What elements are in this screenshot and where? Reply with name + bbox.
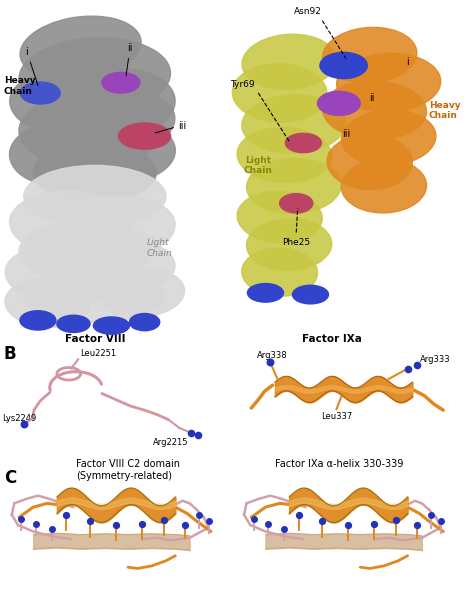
Ellipse shape — [91, 93, 175, 148]
Text: Light
Chain: Light Chain — [147, 238, 173, 258]
Point — [194, 430, 202, 440]
Ellipse shape — [71, 121, 175, 182]
Ellipse shape — [19, 93, 161, 169]
Point — [281, 524, 288, 533]
Ellipse shape — [237, 191, 322, 243]
Point — [319, 516, 326, 526]
Point — [63, 510, 70, 520]
Point — [413, 520, 421, 530]
Ellipse shape — [292, 285, 328, 304]
Ellipse shape — [232, 64, 327, 122]
Point — [428, 510, 435, 520]
Ellipse shape — [318, 91, 360, 115]
Ellipse shape — [246, 219, 332, 270]
Ellipse shape — [129, 314, 160, 331]
Ellipse shape — [327, 134, 412, 189]
Point — [20, 419, 27, 428]
Point — [181, 520, 189, 530]
Ellipse shape — [93, 317, 129, 334]
Text: Tyr69: Tyr69 — [230, 80, 255, 89]
Ellipse shape — [118, 123, 171, 149]
Ellipse shape — [9, 124, 104, 186]
Ellipse shape — [247, 283, 283, 302]
Ellipse shape — [24, 270, 166, 322]
Text: Leu2251: Leu2251 — [81, 349, 117, 358]
Ellipse shape — [5, 246, 118, 305]
Point — [112, 520, 120, 530]
Text: Factor VIII C2 domain
(Symmetry-related): Factor VIII C2 domain (Symmetry-related) — [76, 459, 180, 481]
Ellipse shape — [19, 38, 171, 114]
Ellipse shape — [242, 34, 336, 90]
Ellipse shape — [5, 279, 90, 327]
Point — [32, 519, 39, 529]
Text: Factor IXa α-helix 330-339: Factor IXa α-helix 330-339 — [275, 459, 403, 469]
Ellipse shape — [20, 82, 60, 104]
Point — [392, 515, 400, 525]
Point — [250, 514, 257, 523]
Point — [413, 361, 421, 370]
Ellipse shape — [322, 81, 427, 140]
Ellipse shape — [341, 159, 427, 213]
Ellipse shape — [280, 194, 313, 213]
Text: ii: ii — [369, 93, 375, 103]
Point — [48, 524, 56, 533]
Ellipse shape — [320, 52, 367, 78]
Point — [187, 428, 194, 437]
Text: Light
Chain: Light Chain — [244, 156, 273, 175]
Point — [205, 516, 212, 526]
Point — [345, 520, 352, 530]
Ellipse shape — [341, 110, 436, 166]
Text: B: B — [4, 345, 17, 363]
Ellipse shape — [20, 311, 56, 330]
Ellipse shape — [242, 94, 346, 153]
Text: iii: iii — [178, 121, 186, 131]
Text: Leu337: Leu337 — [321, 412, 352, 421]
Ellipse shape — [9, 191, 133, 257]
Text: Factor IXa: Factor IXa — [302, 334, 362, 344]
Ellipse shape — [237, 128, 332, 182]
Point — [371, 519, 378, 529]
Point — [195, 510, 203, 520]
Text: Phe25: Phe25 — [282, 238, 310, 247]
Text: i: i — [25, 47, 27, 57]
Text: ii: ii — [128, 43, 133, 53]
Ellipse shape — [24, 165, 166, 228]
Point — [160, 515, 167, 525]
Ellipse shape — [242, 248, 318, 296]
Ellipse shape — [62, 196, 175, 258]
Ellipse shape — [285, 133, 321, 153]
Text: Heavy
Chain: Heavy Chain — [4, 77, 36, 96]
Ellipse shape — [100, 268, 184, 317]
Ellipse shape — [10, 72, 113, 135]
Ellipse shape — [62, 69, 175, 138]
Text: Heavy
Chain: Heavy Chain — [429, 100, 461, 120]
Text: iii: iii — [342, 129, 350, 138]
Ellipse shape — [337, 53, 441, 112]
Text: i: i — [406, 57, 409, 67]
Ellipse shape — [246, 159, 341, 214]
Ellipse shape — [102, 72, 140, 93]
Text: Arg2215: Arg2215 — [153, 438, 188, 447]
Point — [86, 516, 94, 526]
Ellipse shape — [323, 27, 417, 83]
Ellipse shape — [19, 220, 152, 283]
Ellipse shape — [33, 143, 156, 201]
Ellipse shape — [72, 241, 175, 296]
Text: C: C — [4, 469, 16, 487]
Text: Arg338: Arg338 — [257, 351, 288, 360]
Text: Lys2249: Lys2249 — [2, 413, 36, 422]
Point — [264, 519, 272, 529]
Point — [295, 510, 302, 520]
Point — [18, 514, 25, 523]
Point — [138, 519, 146, 529]
Text: Arg333: Arg333 — [419, 355, 450, 364]
Ellipse shape — [20, 16, 141, 80]
Point — [437, 516, 445, 526]
Point — [266, 358, 274, 367]
Point — [404, 364, 411, 374]
Text: Asn92: Asn92 — [294, 7, 322, 15]
Ellipse shape — [57, 315, 90, 333]
Text: Factor VIII: Factor VIII — [64, 334, 125, 344]
